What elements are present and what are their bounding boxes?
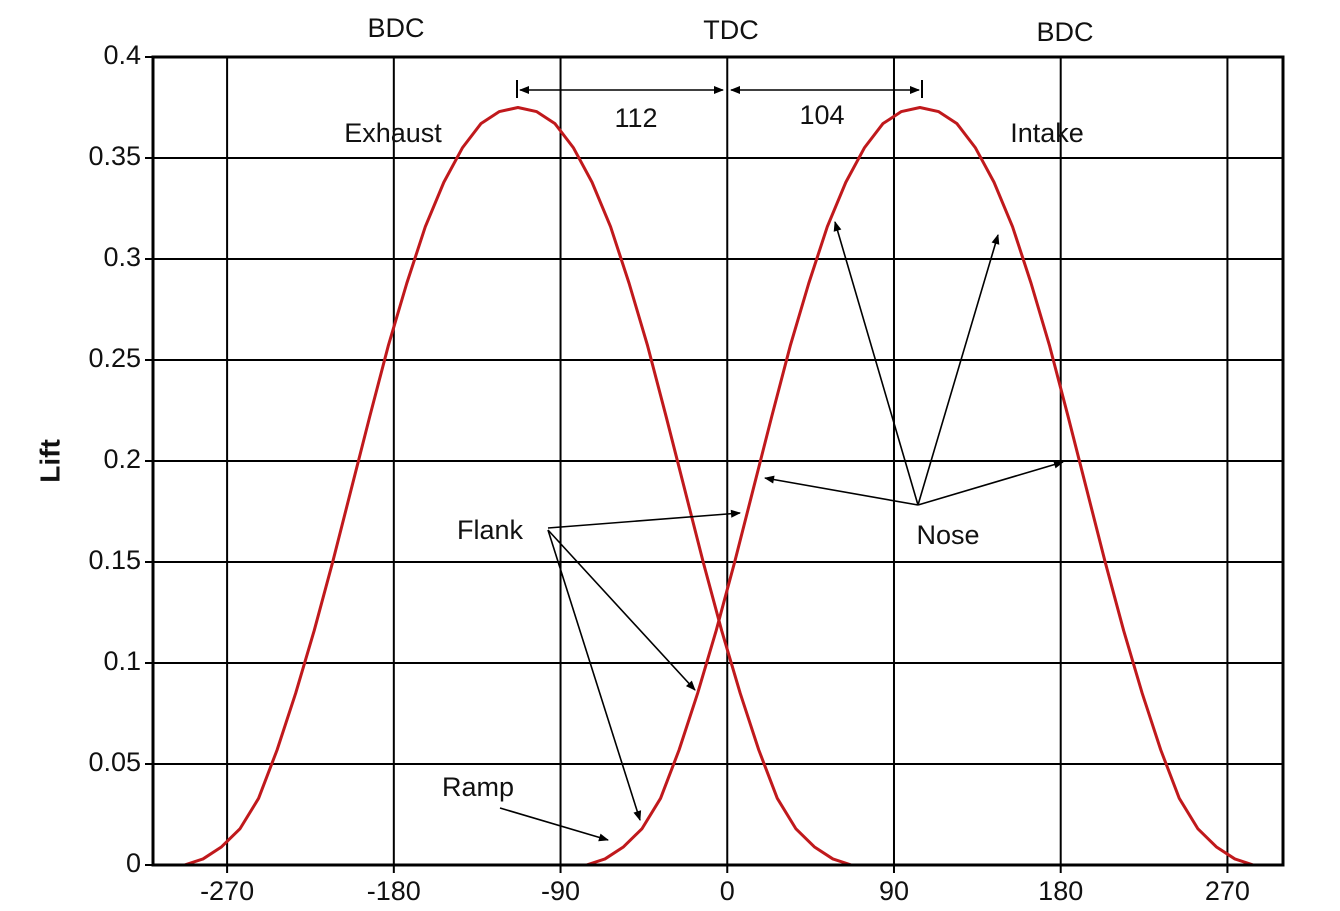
- series-label: Exhaust: [344, 118, 442, 148]
- lift-curve: [184, 106, 852, 867]
- x-tick-label: 0: [720, 876, 735, 906]
- y-tick-label: 0.2: [103, 444, 141, 474]
- y-tick-label: 0.15: [88, 545, 141, 575]
- curves: [184, 106, 1254, 867]
- y-tick-label: 0.05: [88, 747, 141, 777]
- x-tick-label: 180: [1038, 876, 1083, 906]
- x-tick-label: -180: [367, 876, 421, 906]
- x-tick-label: -90: [541, 876, 580, 906]
- annotation: TDC: [703, 15, 759, 45]
- y-tick-label: 0: [126, 848, 141, 878]
- y-tick-label: 0.35: [88, 141, 141, 171]
- annotation: Ramp: [442, 772, 514, 802]
- y-tick-label: 0.25: [88, 343, 141, 373]
- y-tick-label: 0.3: [103, 242, 141, 272]
- y-axis-label: Lift: [34, 439, 65, 483]
- annotation: 112: [614, 103, 657, 133]
- annotation: 104: [799, 100, 844, 130]
- plot-frame: [151, 55, 1285, 867]
- x-tick-label: 270: [1205, 876, 1250, 906]
- lift-curve: [586, 106, 1254, 867]
- pointer-arrows: [499, 221, 1064, 842]
- annotation: Nose: [916, 520, 979, 550]
- y-tick-label: 0.4: [103, 40, 141, 70]
- annotation: Flank: [457, 515, 524, 545]
- series-label: Intake: [1010, 118, 1084, 148]
- annotation: BDC: [1036, 17, 1093, 47]
- y-tick-label: 0.1: [103, 646, 141, 676]
- x-tick-label: 90: [879, 876, 909, 906]
- dimension-lines: [516, 80, 923, 98]
- annotation: BDC: [367, 13, 424, 43]
- grid: [145, 56, 1283, 873]
- x-tick-label: -270: [200, 876, 254, 906]
